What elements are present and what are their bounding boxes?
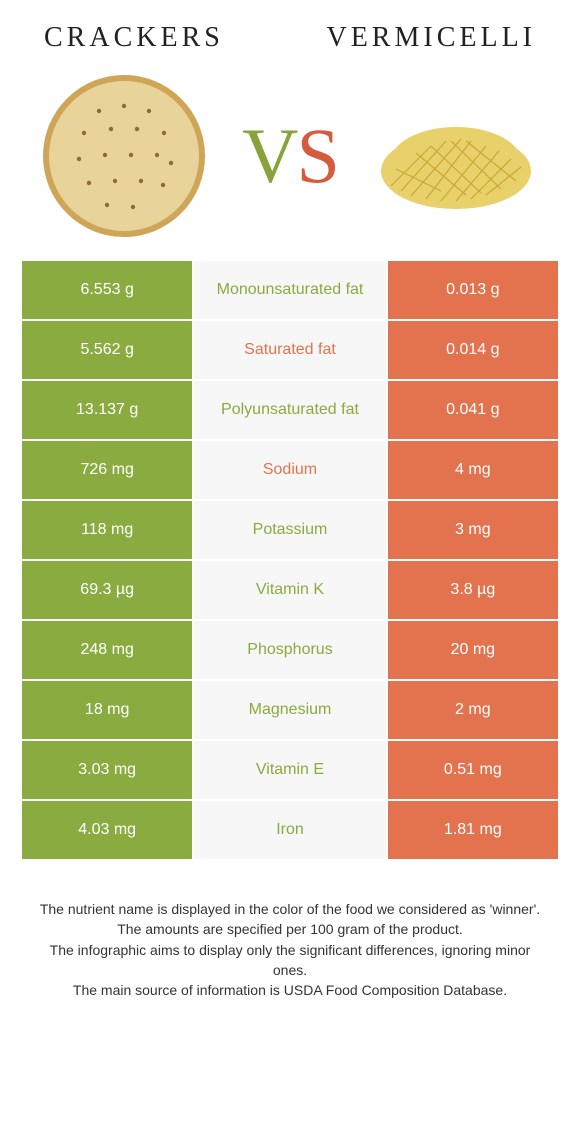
footnote-line: The amounts are specified per 100 gram o… — [36, 919, 544, 939]
vermicelli-image — [369, 68, 544, 243]
nutrient-label: Vitamin K — [194, 561, 385, 619]
nutrient-label: Potassium — [194, 501, 385, 559]
vs-v: V — [242, 112, 296, 199]
table-row: 3.03 mgVitamin E0.51 mg — [22, 741, 558, 799]
table-row: 248 mgPhosphorus20 mg — [22, 621, 558, 679]
table-row: 726 mgSodium4 mg — [22, 441, 558, 499]
left-value: 4.03 mg — [22, 801, 192, 859]
left-value: 3.03 mg — [22, 741, 192, 799]
table-row: 6.553 gMonounsaturated fat0.013 g — [22, 261, 558, 319]
nutrient-label: Saturated fat — [194, 321, 385, 379]
header: Crackers Vermicelli — [0, 0, 580, 64]
left-title: Crackers — [44, 22, 224, 54]
left-value: 6.553 g — [22, 261, 192, 319]
left-value: 118 mg — [22, 501, 192, 559]
nutrient-label: Sodium — [194, 441, 385, 499]
right-value: 2 mg — [388, 681, 558, 739]
right-title: Vermicelli — [326, 22, 536, 54]
vs-label: VS — [242, 111, 338, 201]
footnotes: The nutrient name is displayed in the co… — [0, 861, 580, 1000]
nutrient-label: Phosphorus — [194, 621, 385, 679]
left-value: 726 mg — [22, 441, 192, 499]
nutrient-label: Monounsaturated fat — [194, 261, 385, 319]
nutrient-label: Magnesium — [194, 681, 385, 739]
table-row: 5.562 gSaturated fat0.014 g — [22, 321, 558, 379]
left-value: 248 mg — [22, 621, 192, 679]
table-row: 118 mgPotassium3 mg — [22, 501, 558, 559]
table-row: 18 mgMagnesium2 mg — [22, 681, 558, 739]
nutrient-label: Iron — [194, 801, 385, 859]
right-value: 1.81 mg — [388, 801, 558, 859]
right-value: 0.013 g — [388, 261, 558, 319]
left-value: 18 mg — [22, 681, 192, 739]
footnote-line: The infographic aims to display only the… — [36, 940, 544, 981]
right-value: 4 mg — [388, 441, 558, 499]
nutrient-table: 6.553 gMonounsaturated fat0.013 g5.562 g… — [22, 261, 558, 859]
nutrient-label: Polyunsaturated fat — [194, 381, 385, 439]
images-row: VS — [0, 64, 580, 261]
table-row: 69.3 µgVitamin K3.8 µg — [22, 561, 558, 619]
right-value: 0.014 g — [388, 321, 558, 379]
right-value: 20 mg — [388, 621, 558, 679]
left-value: 5.562 g — [22, 321, 192, 379]
right-value: 3.8 µg — [388, 561, 558, 619]
footnote-line: The main source of information is USDA F… — [36, 980, 544, 1000]
right-value: 0.51 mg — [388, 741, 558, 799]
nutrient-label: Vitamin E — [194, 741, 385, 799]
footnote-line: The nutrient name is displayed in the co… — [36, 899, 544, 919]
vs-s: S — [296, 112, 337, 199]
vermicelli-icon — [371, 91, 541, 221]
right-value: 3 mg — [388, 501, 558, 559]
left-value: 13.137 g — [22, 381, 192, 439]
table-row: 4.03 mgIron1.81 mg — [22, 801, 558, 859]
left-value: 69.3 µg — [22, 561, 192, 619]
crackers-image — [36, 68, 211, 243]
right-value: 0.041 g — [388, 381, 558, 439]
cracker-icon — [39, 71, 209, 241]
table-row: 13.137 gPolyunsaturated fat0.041 g — [22, 381, 558, 439]
